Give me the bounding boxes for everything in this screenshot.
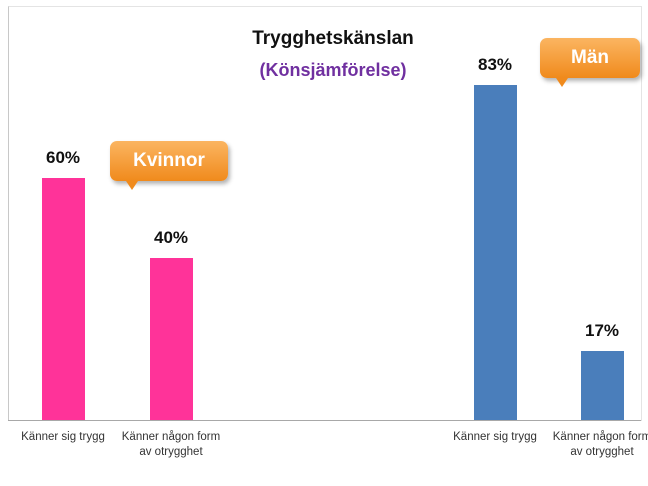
x-tick-label: Känner sig trygg bbox=[21, 431, 105, 443]
bar bbox=[473, 84, 517, 420]
data-label: 60% bbox=[45, 147, 81, 167]
chart-title: Trygghetskänslan bbox=[252, 28, 414, 49]
data-label: 83% bbox=[477, 54, 513, 74]
chart-subtitle: (Könsjämförelse) bbox=[259, 60, 407, 80]
data-label: 40% bbox=[153, 228, 189, 248]
x-tick-label: Känner någon form av otrygghet bbox=[552, 431, 648, 458]
x-axis bbox=[8, 420, 641, 421]
x-tick-label: Känner någon form av otrygghet bbox=[121, 431, 221, 458]
bar bbox=[149, 258, 193, 420]
legend-callout: Kvinnor bbox=[110, 141, 228, 190]
x-tick-label: Känner sig trygg bbox=[453, 431, 537, 443]
bar bbox=[580, 351, 624, 420]
bar bbox=[41, 177, 85, 420]
plot-frame bbox=[8, 6, 642, 421]
data-label: 17% bbox=[584, 321, 620, 341]
legend-callout: Män bbox=[540, 38, 640, 87]
